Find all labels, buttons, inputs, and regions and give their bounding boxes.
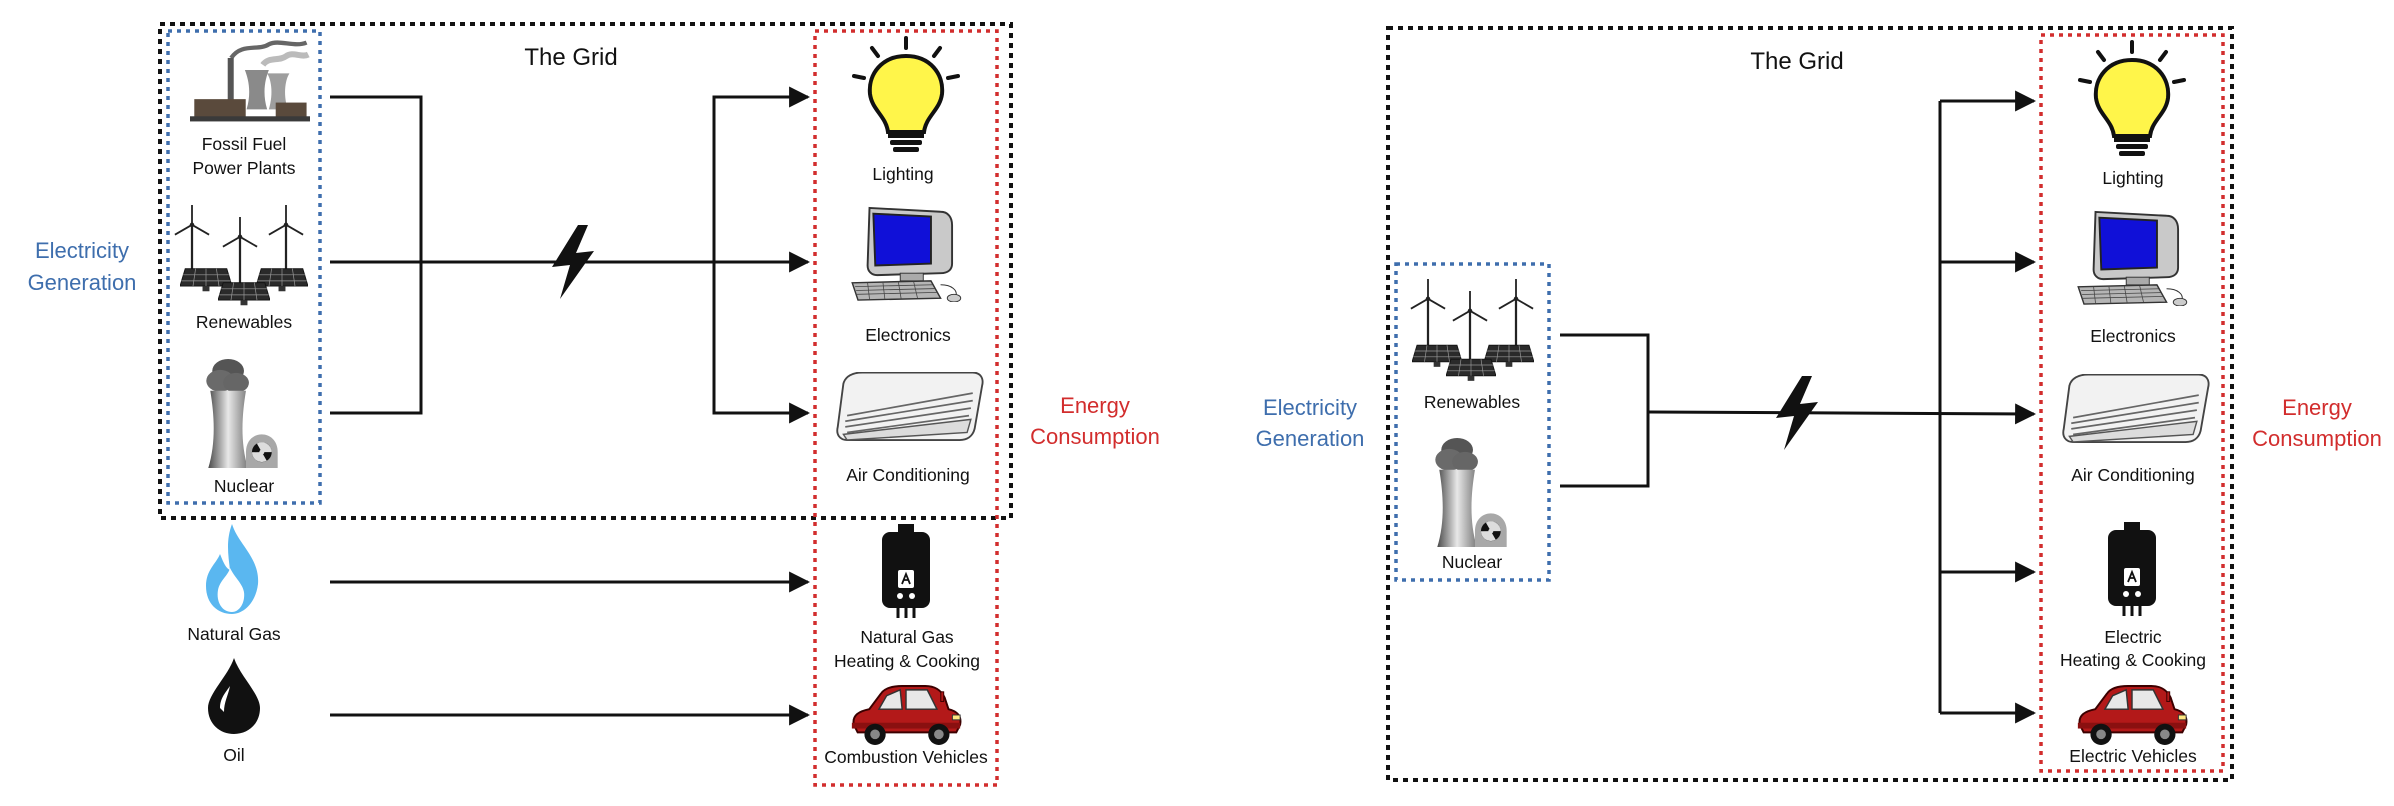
consumption-label-line2: Consumption xyxy=(2252,426,2382,451)
consumption-label-line2: Consumption xyxy=(1030,424,1160,449)
air-conditioner-icon xyxy=(2062,374,2210,443)
heating-label-line2: Heating & Cooking xyxy=(2060,650,2206,670)
right-panel: The Grid Electricity Generation Energy C… xyxy=(1256,26,2382,782)
renewables-label: Renewables xyxy=(196,312,293,332)
oil-drop-icon xyxy=(208,658,260,734)
generation-label-line1: Electricity xyxy=(1263,395,1357,420)
consumption-box xyxy=(813,29,999,787)
car-icon xyxy=(2076,685,2188,746)
grid-box xyxy=(1386,26,2234,782)
air-conditioning-label: Air Conditioning xyxy=(846,465,970,485)
water-heater-icon xyxy=(2106,522,2158,618)
left-panel: The Grid Electricity Generation Energy C… xyxy=(28,22,1160,787)
wind-solar-icon xyxy=(1410,277,1534,382)
consumption-label-line1: Energy xyxy=(1060,393,1130,418)
vehicles-label: Electric Vehicles xyxy=(2069,746,2197,766)
renewables-label: Renewables xyxy=(1424,392,1521,412)
fossil-label-line2: Power Plants xyxy=(192,158,295,178)
water-heater-icon xyxy=(880,524,932,620)
computer-icon xyxy=(851,206,962,302)
generation-label-line1: Electricity xyxy=(35,238,129,263)
consumption-label-line1: Energy xyxy=(2282,395,2352,420)
air-conditioner-icon xyxy=(836,372,984,441)
electronics-label: Electronics xyxy=(2090,326,2176,346)
consumption-box xyxy=(2039,33,2225,773)
natural-gas-label: Natural Gas xyxy=(187,624,281,644)
power-plant-icon xyxy=(190,43,310,122)
generation-box xyxy=(166,29,322,505)
grid-title: The Grid xyxy=(524,44,617,71)
wind-solar-icon xyxy=(174,203,308,306)
vehicles-label: Combustion Vehicles xyxy=(824,747,988,767)
nuclear-icon xyxy=(1435,437,1507,548)
lighting-label: Lighting xyxy=(2102,168,2163,188)
lighting-label: Lighting xyxy=(872,164,933,184)
fossil-label-line1: Fossil Fuel xyxy=(202,134,287,154)
flame-icon xyxy=(206,524,259,614)
heating-label-line2: Heating & Cooking xyxy=(834,651,980,671)
generation-label-line2: Generation xyxy=(1256,426,1365,451)
grid-box xyxy=(158,22,1013,520)
electronics-label: Electronics xyxy=(865,325,951,345)
nuclear-label: Nuclear xyxy=(214,476,274,496)
grid-title: The Grid xyxy=(1750,48,1843,75)
nuclear-label: Nuclear xyxy=(1442,552,1502,572)
computer-icon xyxy=(2077,210,2188,306)
grid-connectors xyxy=(1560,90,2037,724)
nuclear-icon xyxy=(206,358,278,469)
heating-label-line1: Electric xyxy=(2104,627,2162,647)
oil-label: Oil xyxy=(223,745,244,765)
bulb-icon xyxy=(852,36,960,154)
air-conditioning-label: Air Conditioning xyxy=(2071,465,2195,485)
car-icon xyxy=(850,685,962,746)
grid-connectors xyxy=(330,86,811,726)
heating-label-line1: Natural Gas xyxy=(860,627,954,647)
generation-label-line2: Generation xyxy=(28,270,137,295)
bulb-icon xyxy=(2078,40,2186,158)
